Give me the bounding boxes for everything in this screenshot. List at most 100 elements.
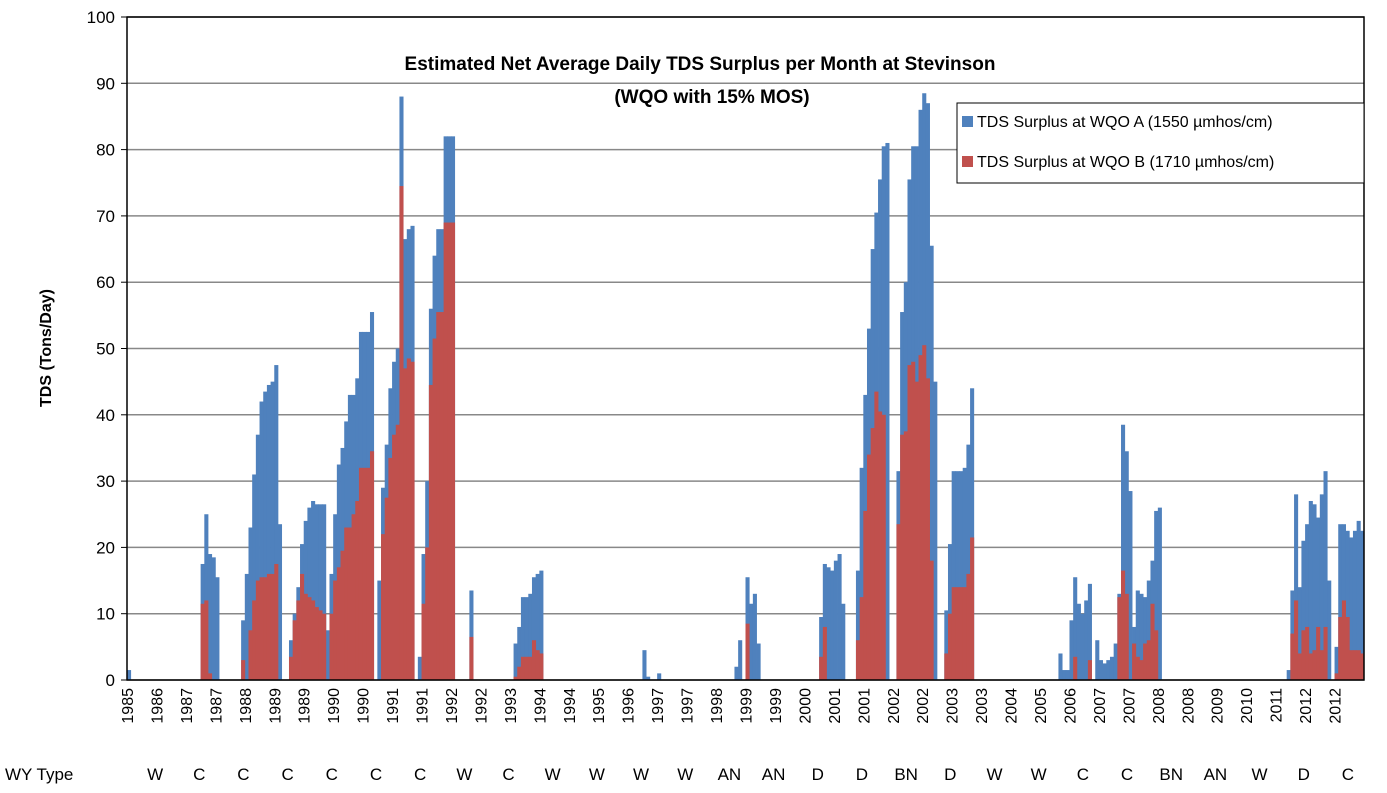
bar: [866, 454, 872, 680]
bar: [1076, 603, 1081, 680]
bar: [517, 666, 522, 680]
bar: [266, 384, 271, 680]
bar: [333, 580, 338, 680]
bar: [1334, 646, 1339, 680]
bar: [1087, 660, 1092, 680]
bar: [1352, 530, 1358, 680]
y-tick-label: 10: [96, 605, 115, 624]
y-tick-label: 90: [96, 74, 115, 93]
bar: [1121, 570, 1126, 680]
bar: [248, 630, 253, 680]
bar: [469, 636, 474, 680]
bar: [303, 593, 308, 680]
bar: [749, 603, 754, 680]
bar: [1338, 617, 1343, 680]
bar: [443, 222, 448, 680]
x-tick-label: 2009: [1210, 688, 1227, 724]
wy-type-label: C: [1342, 765, 1354, 784]
bar: [1316, 626, 1321, 680]
bar: [1327, 580, 1332, 680]
bar: [1135, 590, 1140, 680]
bar: [1290, 633, 1295, 680]
wy-type-label: AN: [1204, 765, 1228, 784]
bar: [447, 222, 452, 680]
bar: [244, 573, 249, 680]
bar: [425, 547, 430, 680]
bar: [819, 617, 824, 680]
bar: [421, 603, 426, 680]
bar: [314, 607, 319, 680]
bar: [1154, 630, 1159, 680]
bar: [1146, 640, 1151, 680]
bar: [362, 467, 367, 680]
wy-type-label: W: [545, 765, 561, 784]
bar: [1135, 656, 1140, 680]
bar: [966, 573, 971, 680]
x-tick-label: 1996: [621, 688, 638, 724]
bar: [513, 643, 518, 680]
x-tick-label: 1994: [532, 688, 549, 724]
bar: [1297, 587, 1302, 680]
bar: [531, 640, 537, 680]
wy-type-label: BN: [894, 765, 918, 784]
y-tick-label: 30: [96, 472, 115, 491]
bar: [1297, 653, 1302, 680]
chart-title: Estimated Net Average Daily TDS Surplus …: [405, 54, 996, 75]
bar: [1319, 650, 1324, 680]
x-tick-label: 1997: [680, 688, 697, 724]
bar: [1087, 583, 1092, 680]
bar: [1146, 580, 1151, 680]
bar: [955, 471, 960, 680]
bar: [517, 626, 522, 680]
bar: [204, 600, 209, 680]
x-tick-label: 2007: [1092, 688, 1109, 724]
x-tick-label: 1989: [267, 688, 284, 724]
wy-type-label: C: [237, 765, 249, 784]
bar: [951, 471, 956, 680]
bar: [1121, 424, 1126, 680]
bar: [1345, 530, 1350, 680]
bar: [914, 381, 919, 680]
bar: [878, 411, 883, 680]
y-tick-label: 0: [106, 671, 115, 690]
bar: [1286, 670, 1291, 680]
wy-type-label: W: [147, 765, 163, 784]
bar: [366, 467, 371, 680]
x-tick-label: 2008: [1151, 688, 1168, 724]
y-tick-label: 60: [96, 273, 115, 292]
bar: [970, 388, 975, 680]
bar: [524, 656, 529, 680]
bar: [918, 355, 923, 680]
bar: [874, 391, 879, 680]
bar: [947, 544, 953, 680]
bar: [377, 580, 382, 680]
x-tick-label: 1990: [326, 688, 343, 724]
bar: [859, 467, 864, 680]
x-tick-label: 2002: [886, 688, 903, 724]
bar: [1356, 650, 1361, 680]
bar: [966, 444, 971, 680]
bar: [524, 597, 529, 680]
bar: [1352, 650, 1358, 680]
bar: [1132, 643, 1137, 680]
bar: [322, 613, 327, 680]
bar: [344, 527, 349, 680]
bar: [1073, 577, 1078, 680]
bar: [392, 434, 397, 680]
bar: [263, 391, 268, 680]
bar: [955, 587, 960, 680]
bar: [428, 384, 433, 680]
bar: [528, 593, 533, 680]
bar: [381, 534, 386, 680]
bar: [384, 497, 389, 680]
bar: [215, 577, 220, 680]
bar: [1305, 626, 1310, 680]
x-tick-label: 1991: [385, 688, 402, 724]
bar: [1139, 593, 1144, 680]
wy-type-label: C: [414, 765, 426, 784]
bar: [951, 587, 956, 680]
x-tick-label: 2010: [1239, 688, 1256, 724]
bar: [756, 643, 761, 680]
